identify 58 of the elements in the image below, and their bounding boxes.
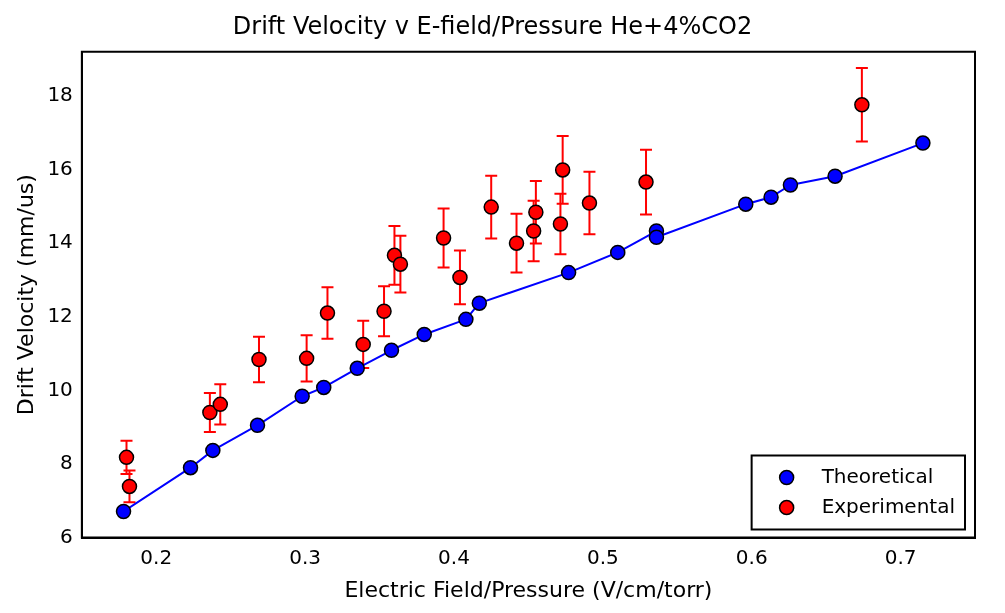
x-tick-label: 0.3	[289, 544, 322, 569]
point	[471, 295, 488, 311]
point	[483, 199, 499, 215]
y-tick-label: 6	[60, 523, 73, 548]
point	[182, 459, 199, 476]
x-tick-label: 0.7	[884, 544, 917, 569]
point	[638, 174, 654, 190]
y-tick-label: 18	[47, 82, 73, 107]
x-tick-label: 0.5	[586, 544, 619, 569]
point	[458, 311, 474, 328]
x-axis-title: Electric Field/Pressure (V/cm/torr)	[344, 576, 713, 602]
point	[763, 189, 779, 205]
point	[738, 196, 754, 212]
y-tick-label: 10	[47, 376, 73, 401]
point	[251, 351, 267, 368]
point	[525, 223, 542, 239]
y-tick-label: 14	[47, 229, 73, 254]
point	[915, 135, 931, 151]
point	[609, 244, 626, 261]
x-tick-label: 0.4	[438, 544, 470, 569]
point	[528, 204, 544, 221]
point	[552, 216, 569, 232]
point	[118, 449, 135, 466]
point	[383, 342, 400, 359]
legend-label: Experimental	[821, 493, 956, 518]
point	[319, 305, 336, 321]
chart-title: Drift Velocity v E-field/Pressure He+4%CO2	[232, 11, 753, 40]
point	[827, 168, 843, 184]
point	[376, 303, 392, 320]
point	[205, 442, 221, 459]
point	[782, 177, 799, 193]
point	[212, 396, 229, 413]
point	[560, 264, 577, 281]
point	[315, 379, 332, 396]
point	[298, 350, 315, 367]
x-tick-label: 0.2	[140, 544, 173, 569]
point	[581, 195, 598, 211]
point	[202, 404, 218, 421]
point	[355, 336, 371, 353]
legend-label: Theoretical	[820, 463, 934, 488]
x-tick-label: 0.6	[735, 544, 768, 569]
point	[435, 230, 452, 246]
point	[249, 417, 266, 434]
point	[294, 388, 310, 405]
point	[508, 235, 525, 251]
y-axis-title: Drift Velocity (mm/us)	[12, 174, 38, 416]
point	[452, 269, 468, 286]
point	[349, 360, 365, 377]
y-tick-label: 16	[47, 155, 73, 180]
point	[416, 326, 432, 343]
point	[854, 97, 870, 113]
point	[121, 478, 138, 495]
y-tick-label: 12	[47, 302, 73, 327]
point	[115, 503, 132, 520]
point	[554, 162, 571, 178]
y-tick-label: 8	[60, 450, 73, 475]
point	[648, 229, 665, 246]
point	[392, 256, 409, 272]
